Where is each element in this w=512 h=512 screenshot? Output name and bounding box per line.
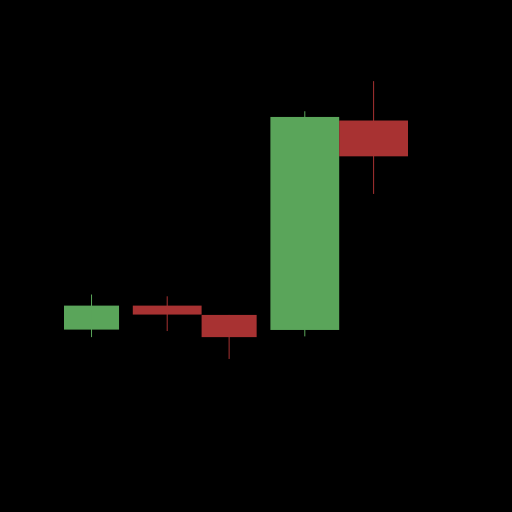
candle-1 [64, 294, 120, 338]
candle-4 [270, 111, 340, 337]
candle-3 [201, 314, 257, 359]
candle-2 [132, 296, 202, 332]
candles-group [64, 81, 408, 359]
candle-5 [339, 81, 408, 194]
